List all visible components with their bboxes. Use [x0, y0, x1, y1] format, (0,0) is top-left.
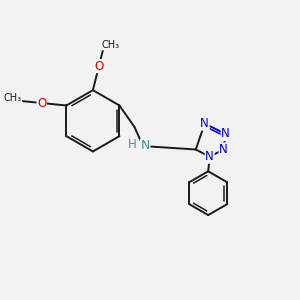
- Text: N: N: [200, 117, 209, 130]
- Text: H: H: [128, 138, 137, 151]
- Text: CH₃: CH₃: [101, 40, 119, 50]
- Text: N: N: [140, 139, 150, 152]
- Text: CH₃: CH₃: [4, 93, 22, 103]
- Text: O: O: [37, 97, 46, 110]
- Text: N: N: [221, 128, 230, 140]
- Text: N: N: [219, 143, 228, 156]
- Text: N: N: [205, 150, 214, 163]
- Text: O: O: [94, 60, 104, 73]
